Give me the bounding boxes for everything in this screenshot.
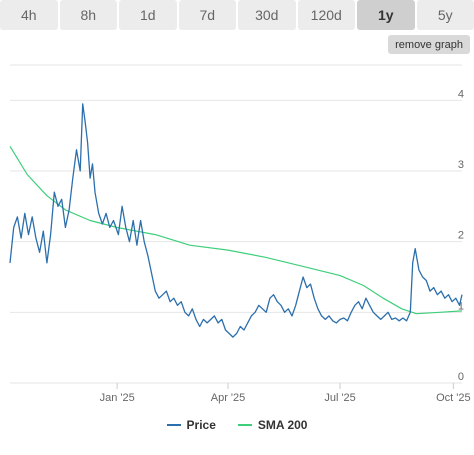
y-tick-label: 4 <box>458 88 464 100</box>
tab-5y[interactable]: 5y <box>416 0 474 30</box>
legend-swatch-price <box>166 424 181 426</box>
y-tick-label: 2 <box>458 230 464 242</box>
x-tick-label: Jan '25 <box>100 392 135 404</box>
tab-7d[interactable]: 7d <box>178 0 236 30</box>
remove-graph-button[interactable]: remove graph <box>388 35 470 54</box>
timeframe-tabs: 4h 8h 1d 7d 30d 120d 1y 5y <box>0 0 474 30</box>
x-tick-label: Jul '25 <box>324 392 355 404</box>
tab-1y[interactable]: 1y <box>357 0 415 30</box>
price-chart: 0 1 2 3 4 Jan '25 Apr '25 Jul '25 Oct '25 <box>9 64 471 404</box>
tab-1d[interactable]: 1d <box>119 0 177 30</box>
legend-item-price[interactable]: Price <box>166 418 216 432</box>
legend-label-sma: SMA 200 <box>257 418 308 432</box>
y-tick-label: 3 <box>458 159 464 171</box>
tab-4h[interactable]: 4h <box>0 0 58 30</box>
y-tick-label: 0 <box>458 371 464 383</box>
chart-legend: Price SMA 200 <box>0 418 474 432</box>
series-line-price <box>9 103 463 338</box>
tab-30d[interactable]: 30d <box>238 0 296 30</box>
legend-swatch-sma <box>237 424 252 426</box>
tab-8h[interactable]: 8h <box>59 0 117 30</box>
x-tick-label: Oct '25 <box>436 392 471 404</box>
y-tick-label: 1 <box>458 300 464 312</box>
legend-label-price: Price <box>186 418 216 432</box>
legend-item-sma[interactable]: SMA 200 <box>237 418 308 432</box>
tab-120d[interactable]: 120d <box>297 0 355 30</box>
x-tick-label: Apr '25 <box>211 392 246 404</box>
